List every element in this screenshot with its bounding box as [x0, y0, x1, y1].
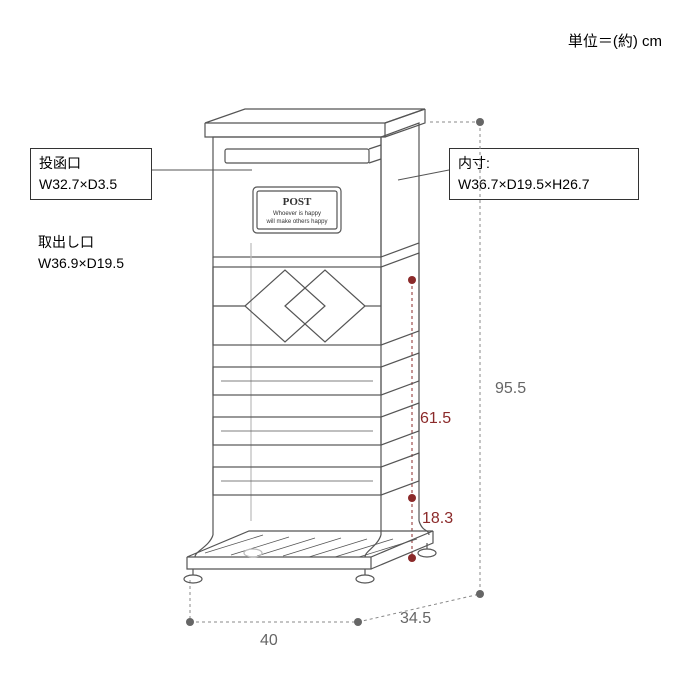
- plaque-line1: Whoever is happy: [273, 211, 321, 217]
- plaque-line2: will make others happy: [265, 219, 327, 225]
- dim-total-height: 95.5: [495, 380, 526, 398]
- dim-dot: [476, 590, 484, 598]
- dim-width: 40: [260, 632, 278, 650]
- dim-dot: [476, 118, 484, 126]
- plaque-title: POST: [283, 196, 312, 208]
- product-illustration: POST Whoever is happy will make others h…: [175, 105, 475, 625]
